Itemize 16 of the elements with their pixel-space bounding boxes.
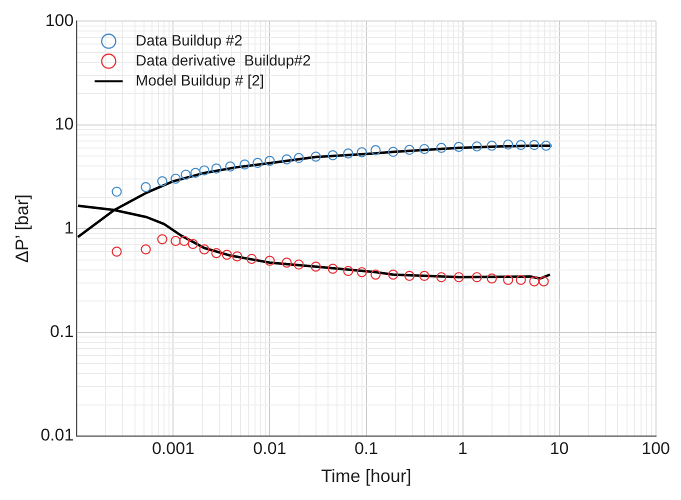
x-tick-label: 100: [642, 438, 670, 458]
y-tick-label: 0.01: [40, 426, 74, 445]
x-tick-label: 0.01: [253, 438, 286, 458]
legend-label: Data Buildup #2: [136, 32, 242, 50]
x-tick-label: 0.001: [152, 438, 194, 458]
y-tick-label: 10: [54, 114, 74, 134]
x-tick-label: 1: [458, 438, 468, 458]
y-tick-label: 100: [45, 10, 74, 30]
legend-label: Data derivative Buildup#2: [136, 52, 311, 70]
y-axis-title: ΔP’ [bar]: [12, 194, 32, 263]
x-tick-label: 0.1: [354, 438, 378, 458]
legend-label: Model Buildup # [2]: [136, 72, 264, 90]
y-tick-label: 1: [64, 218, 74, 238]
x-axis-title: Time [hour]: [321, 466, 412, 486]
y-tick-label: 0.1: [50, 322, 74, 341]
x-tick-label: 10: [550, 438, 569, 458]
